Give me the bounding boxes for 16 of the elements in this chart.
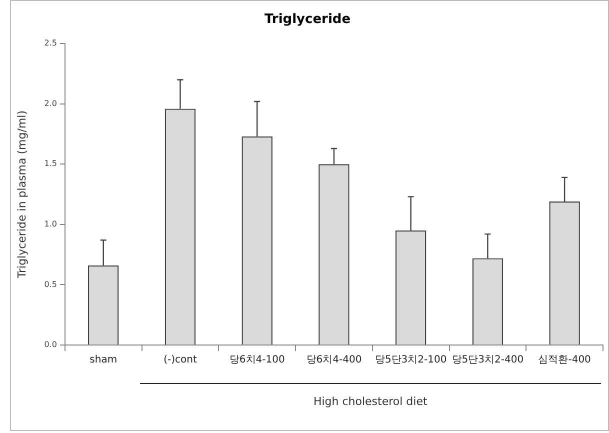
y-tick-label: 1.0 [44,220,57,229]
x-tick-label: (-)cont [164,354,197,366]
chart-title: Triglyceride [264,12,351,28]
y-tick-label: 1.5 [44,159,57,168]
text: High cholesterol diet [312,395,428,408]
x-tick-label: 당6치4-100 [229,354,285,366]
x-tick-label: 심적환-400 [538,354,591,366]
y-tick-label: 2.5 [44,38,57,48]
y-axis-title: Triglyceride in plasma (mg/ml) [15,110,28,280]
y-tick-label: 0.5 [44,280,57,289]
y-tick-label: 0.0 [44,340,57,350]
x-tick-label: 당5단3치2-100 [374,354,447,366]
x-tick-label: 당5단3치2-400 [452,354,524,366]
x-tick-label: 당6치4-400 [306,354,362,366]
y-tick-label: 2.0 [44,98,57,108]
x-tick-label: sham [90,354,118,366]
